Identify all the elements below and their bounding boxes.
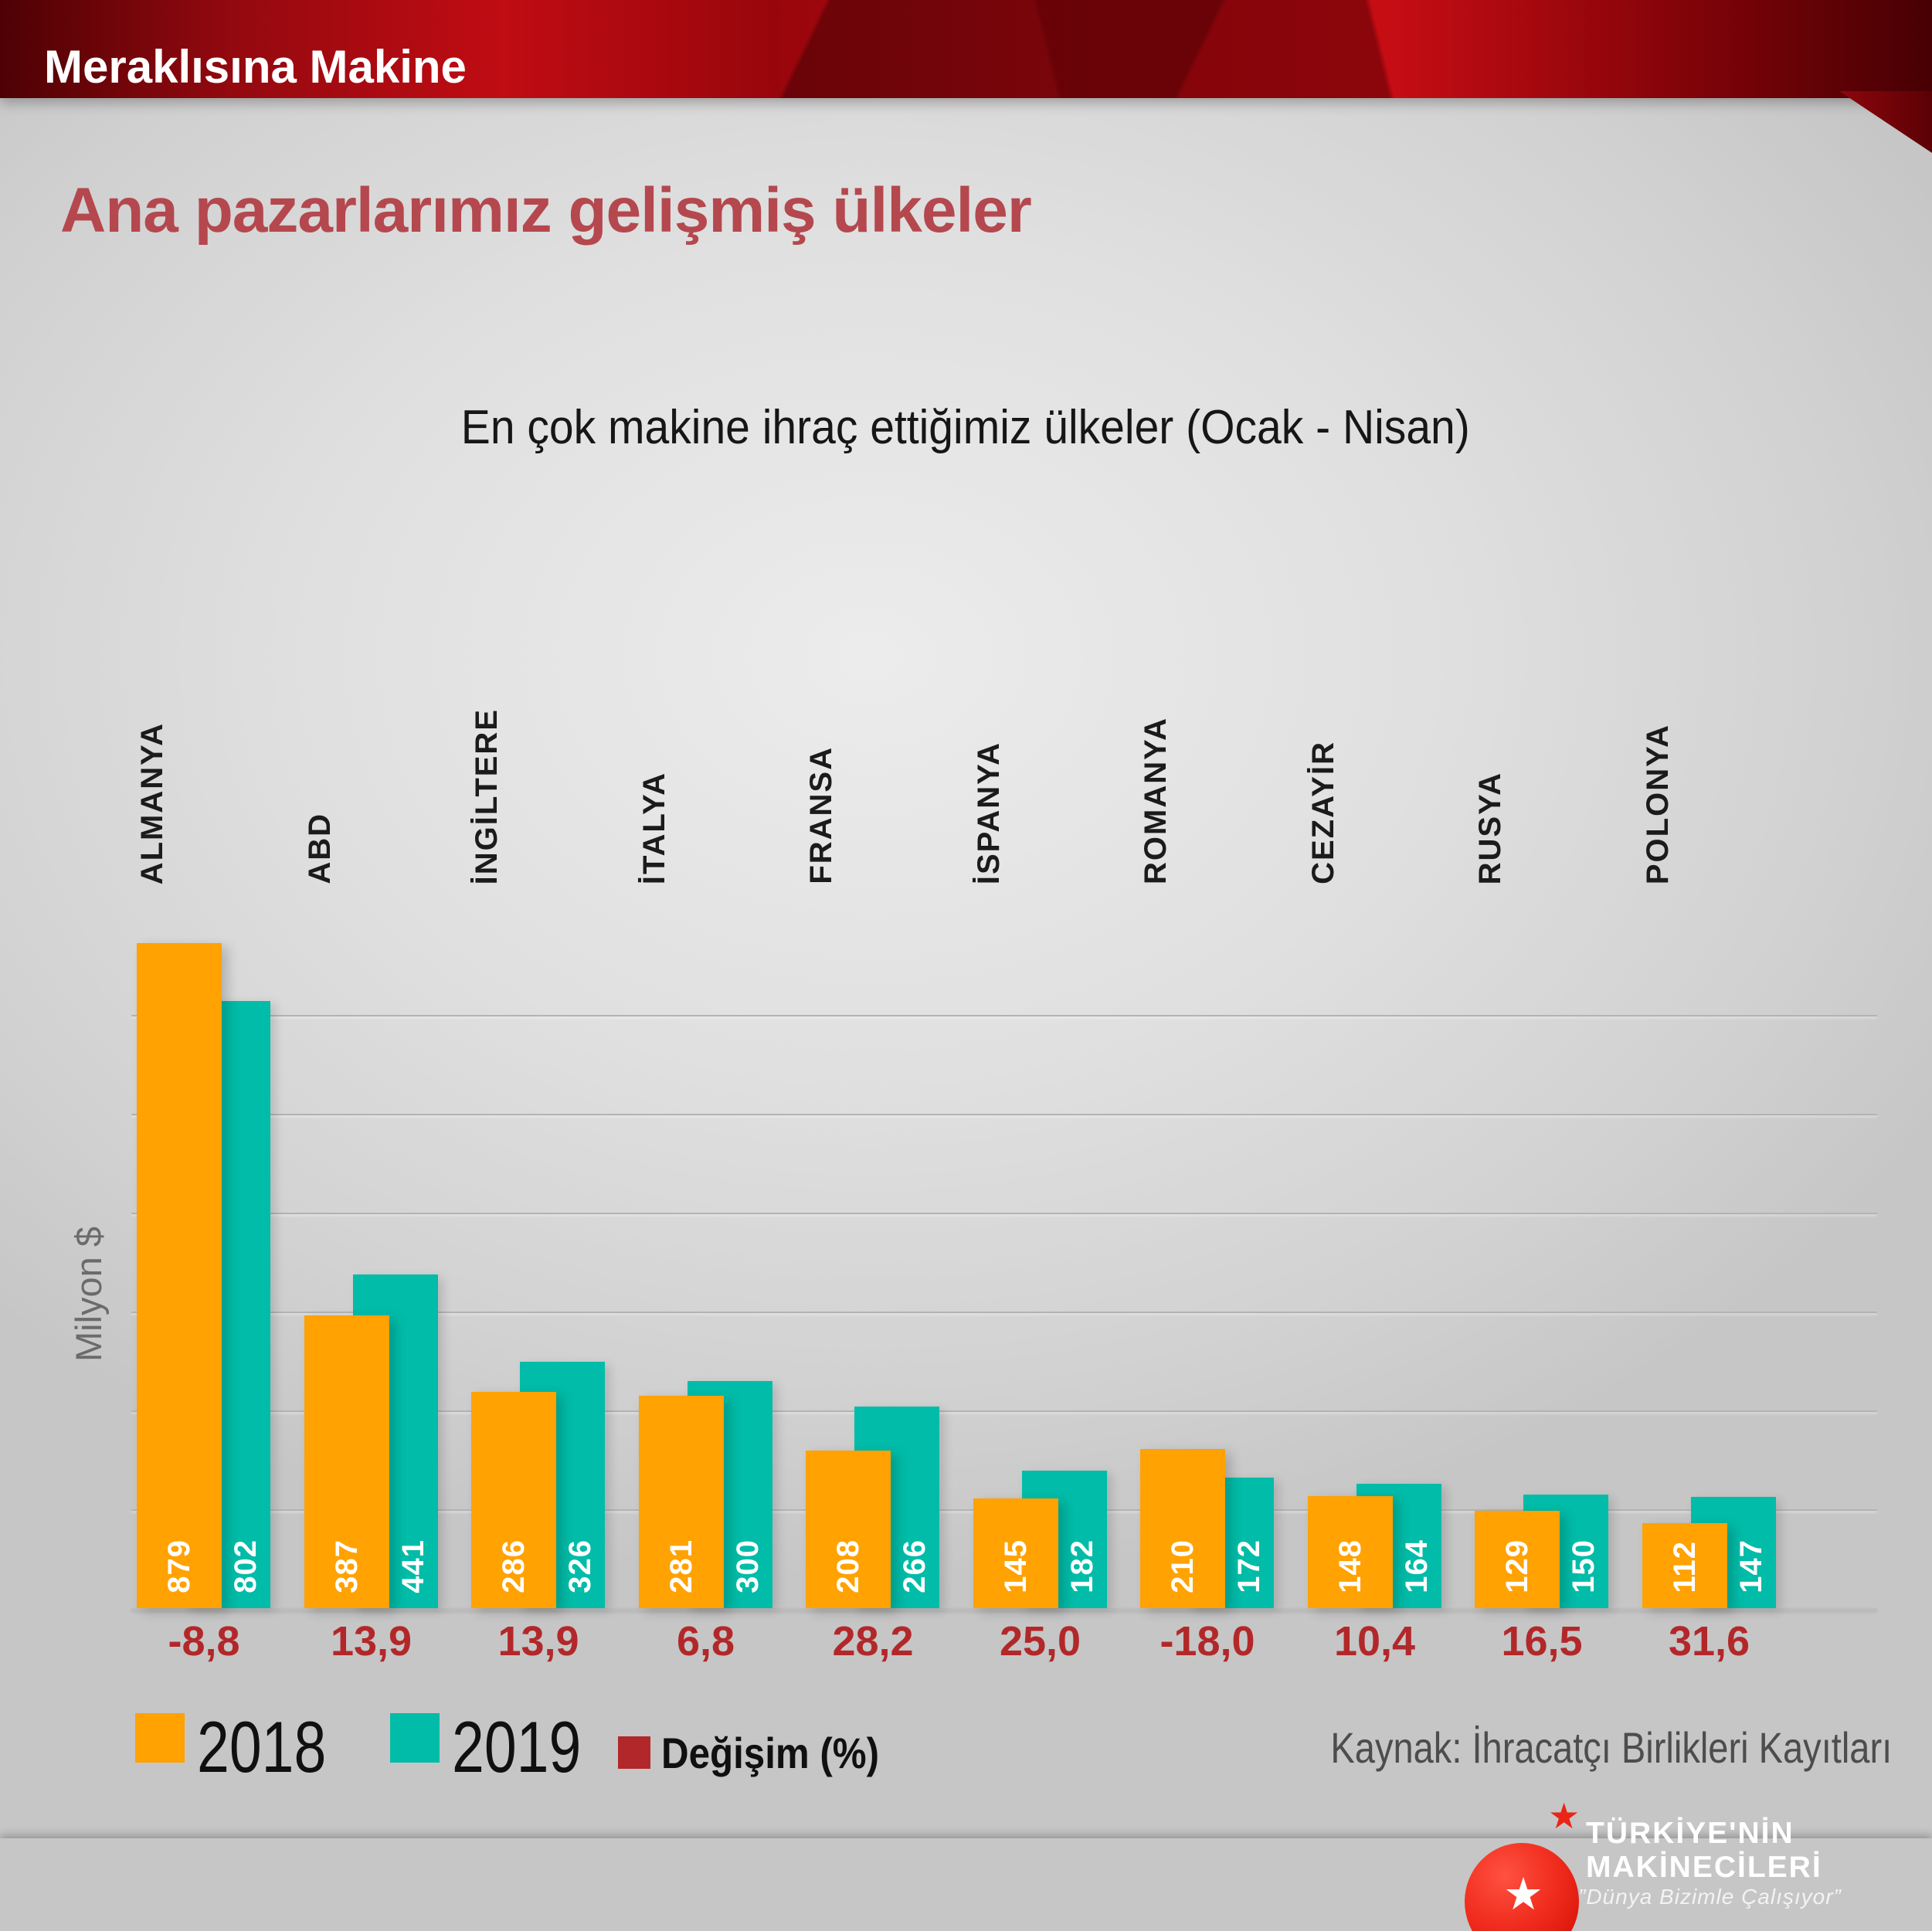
source-note: Kaynak: İhracatçı Birlikleri Kayıtları [1330, 1723, 1892, 1772]
bar-2018-İTALYA [638, 1396, 724, 1608]
value-label-2019: 266 [898, 1539, 932, 1593]
gridline [131, 1114, 1877, 1115]
value-label-2019: 441 [396, 1539, 430, 1593]
value-label-2018: 148 [1333, 1539, 1367, 1593]
logo-motto: ”Dünya Bizimle Çalışıyor” [1578, 1885, 1842, 1909]
legend-swatch-change [618, 1736, 650, 1769]
legend-label-2018: 2018 [197, 1706, 327, 1787]
gridline [131, 1015, 1877, 1016]
value-label-2018: 210 [1166, 1539, 1200, 1593]
legend-swatch-2018 [135, 1713, 185, 1763]
bar-2018-RUSYA [1475, 1511, 1560, 1608]
category-label: POLONYA [1640, 723, 1675, 884]
change-label: -8,8 [168, 1618, 240, 1665]
top-red-band [0, 0, 1932, 98]
gridline [131, 1410, 1877, 1412]
value-label-2018: 145 [998, 1539, 1033, 1593]
value-label-2019: 802 [229, 1539, 263, 1593]
category-label: RUSYA [1473, 771, 1507, 884]
bar-2018-İSPANYA [973, 1498, 1058, 1608]
change-label: 16,5 [1501, 1618, 1583, 1665]
value-label-2019: 172 [1232, 1539, 1266, 1593]
value-label-2019: 164 [1399, 1539, 1434, 1593]
category-label: ABD [302, 813, 337, 884]
value-label-2018: 879 [162, 1539, 196, 1593]
change-label: 25,0 [999, 1618, 1081, 1665]
category-label: FRANSA [804, 746, 838, 884]
category-label: İTALYA [637, 771, 671, 884]
logo-circle [1465, 1843, 1579, 1931]
value-label-2018: 208 [831, 1539, 865, 1593]
x-axis-baseline [131, 1608, 1877, 1610]
red-star-icon: ★ [1548, 1796, 1581, 1836]
bar-2018-ROMANYA [1140, 1449, 1225, 1608]
value-label-2018: 286 [497, 1539, 531, 1593]
page-title: Ana pazarlarımız gelişmiş ülkeler [60, 175, 1032, 246]
y-axis-label: Milyon $ [68, 1226, 109, 1362]
category-label: ALMANYA [135, 721, 169, 884]
change-label: 28,2 [832, 1618, 914, 1665]
category-label: CEZAYİR [1306, 741, 1340, 884]
value-label-2018: 387 [329, 1539, 364, 1593]
bar-2018-İNGİLTERE [471, 1392, 556, 1608]
banner-title: Meraklısına Makine [44, 41, 467, 93]
value-label-2019: 300 [730, 1539, 765, 1593]
change-label: -18,0 [1160, 1618, 1255, 1665]
logo-text-line1: TÜRKİYE'NİN [1586, 1817, 1794, 1850]
legend-label-2019: 2019 [452, 1706, 582, 1787]
change-label: 13,9 [497, 1618, 579, 1665]
change-label: 6,8 [676, 1618, 735, 1665]
value-label-2019: 326 [563, 1539, 597, 1593]
bar-2018-FRANSA [806, 1451, 891, 1608]
gridline [131, 1213, 1877, 1214]
bar-2018-ALMANYA [137, 943, 222, 1608]
logo-text-line2: MAKİNECİLERİ [1586, 1851, 1822, 1884]
bar-2018-ABD [304, 1315, 389, 1608]
category-label: ROMANYA [1139, 717, 1173, 884]
category-label: İSPANYA [971, 741, 1006, 884]
change-label: 13,9 [330, 1618, 413, 1665]
value-label-2019: 182 [1064, 1539, 1099, 1593]
value-label-2018: 112 [1667, 1541, 1702, 1593]
legend-swatch-2019 [390, 1713, 440, 1763]
gridline [131, 1312, 1877, 1313]
value-label-2018: 129 [1500, 1539, 1534, 1593]
value-label-2018: 281 [664, 1539, 698, 1593]
change-label: 10,4 [1333, 1618, 1416, 1665]
bar-2018-CEZAYİR [1307, 1496, 1393, 1608]
value-label-2019: 147 [1733, 1539, 1768, 1593]
category-label: İNGİLTERE [470, 708, 504, 884]
white-star-icon: ★ [1503, 1869, 1543, 1919]
chart-title: En çok makine ihraç ettiğimiz ülkeler (O… [461, 401, 1470, 454]
change-label: 31,6 [1668, 1618, 1750, 1665]
bar-2018-POLONYA [1642, 1523, 1727, 1608]
legend-label-change: Değişim (%) [661, 1729, 880, 1777]
value-label-2019: 150 [1567, 1539, 1601, 1593]
